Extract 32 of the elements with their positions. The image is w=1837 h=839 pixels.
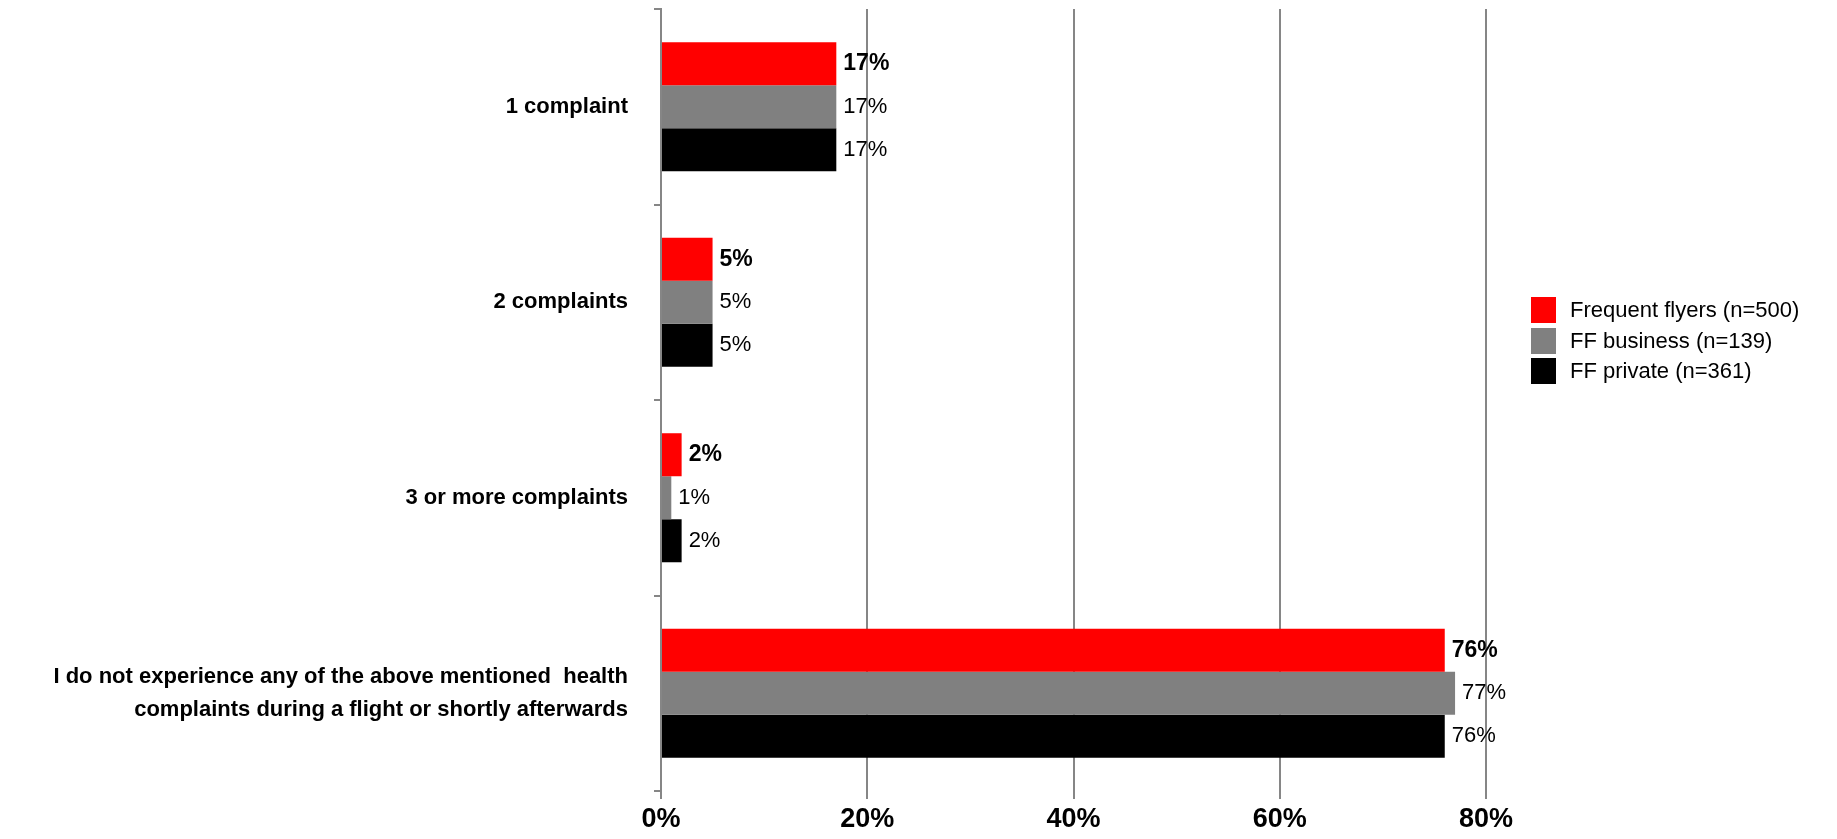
bar	[662, 628, 1445, 672]
data-label: 1%	[678, 483, 711, 509]
x-tick-label: 0%	[641, 803, 681, 834]
data-label: 5%	[719, 331, 752, 357]
data-label: 17%	[843, 49, 890, 76]
data-label: 17%	[843, 135, 888, 161]
legend-label: FF private (n=361)	[1570, 358, 1752, 385]
data-label: 5%	[719, 288, 752, 314]
y-tick-label: 1 complaint	[505, 92, 629, 118]
bar	[662, 128, 837, 172]
x-tick-label: 60%	[1252, 803, 1307, 834]
x-tick-label: 40%	[1046, 803, 1101, 834]
bar	[662, 433, 682, 477]
y-tick-label: 2 complaints	[493, 288, 628, 314]
bar	[662, 42, 837, 86]
legend-label: FF business (n=139)	[1570, 327, 1773, 354]
y-tick-label: 3 or more complaints	[405, 483, 628, 509]
bar	[662, 519, 682, 563]
x-tick-label: 80%	[1458, 803, 1514, 834]
bar	[662, 323, 713, 367]
bar	[662, 714, 1445, 758]
data-label: 2%	[688, 526, 721, 552]
x-tick-label: 20%	[840, 803, 895, 834]
data-label: 77%	[1462, 679, 1507, 705]
bar	[662, 237, 713, 281]
data-label: 76%	[1451, 635, 1498, 662]
legend-label: Frequent flyers (n=500)	[1570, 297, 1800, 324]
data-label: 76%	[1451, 722, 1496, 748]
data-label: 2%	[688, 440, 722, 467]
y-tick-label: I do not experience any of the above mentioned health complaints during a flight or shortly afterwards	[53, 662, 628, 721]
data-label: 5%	[719, 244, 753, 271]
data-label: 17%	[843, 92, 888, 118]
